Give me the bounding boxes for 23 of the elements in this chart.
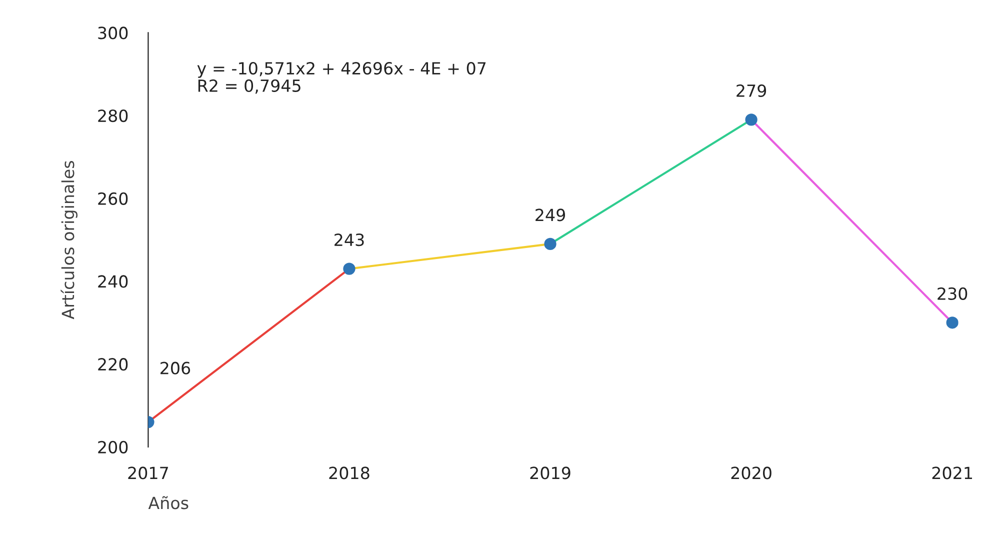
y-tick-label: 200	[98, 440, 128, 454]
x-tick-label: 2018	[329, 466, 370, 480]
x-axis-title: Años	[148, 496, 188, 510]
annotation: y = -10,571x2 + 42696x - 4E + 07 R2 = 0,7945	[197, 62, 486, 94]
y-tick-label: 280	[98, 110, 128, 122]
point	[343, 262, 356, 275]
data-label: 230	[938, 287, 968, 300]
y-axis-title: Artículos originales	[60, 161, 78, 320]
x-tick-label: 2019	[530, 466, 570, 480]
data-label: 279	[736, 84, 766, 98]
data-label: 243	[334, 234, 364, 246]
point	[544, 238, 556, 250]
point	[745, 114, 758, 126]
y-tick-label: 300	[98, 26, 128, 40]
point	[946, 316, 958, 329]
y-tick-label: 260	[98, 192, 128, 205]
data-label: 206	[160, 362, 190, 374]
y-tick-label: 220	[98, 358, 128, 371]
data-label: 249	[536, 208, 565, 222]
x-tick-label: 2017	[128, 466, 168, 480]
x-tick-label: 2020	[731, 466, 772, 480]
x-tick-label: 2021	[932, 466, 972, 480]
y-tick-label: 240	[98, 275, 128, 288]
